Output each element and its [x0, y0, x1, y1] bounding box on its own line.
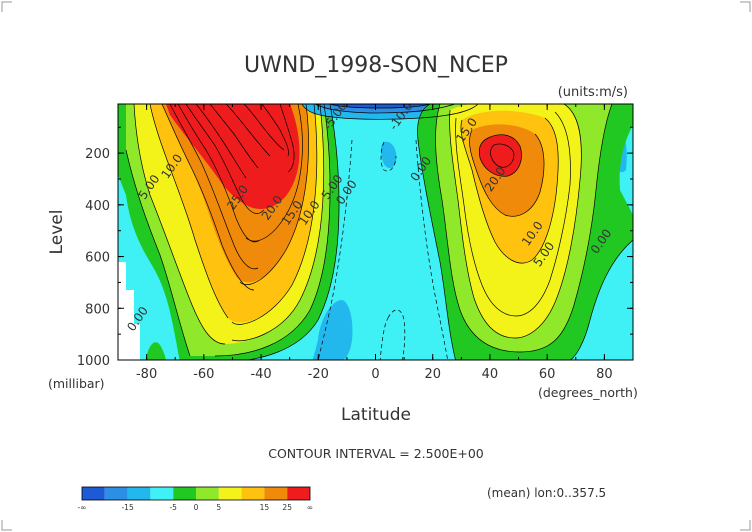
- x-tick-label: -60: [193, 367, 214, 382]
- x-units-label: (degrees_north): [538, 385, 638, 400]
- colorbar-swatch: [82, 487, 105, 500]
- colorbar-swatch: [104, 487, 128, 500]
- colorbar: -∞ -15 -5 0 5 15 25 ∞: [78, 486, 313, 512]
- colorbar-swatch: [218, 487, 242, 500]
- colorbar-swatch: [150, 487, 174, 500]
- x-tick-label: -40: [250, 367, 271, 382]
- colorbar-swatch: [241, 487, 265, 500]
- north-jet-band-25-plus: [479, 134, 522, 177]
- y-tick-label: 400: [85, 199, 110, 214]
- dashed-contours: [318, 139, 449, 360]
- y-axis-label: Level: [47, 210, 67, 255]
- x-axis-label: Latitude: [341, 405, 411, 425]
- x-tick-label: 80: [596, 367, 613, 382]
- colorbar-label: 25: [282, 503, 292, 512]
- colorbar-label: -15: [121, 503, 133, 512]
- colorbar-label: 5: [216, 503, 221, 512]
- easterly-band-neg15: [330, 104, 430, 108]
- colorbar-swatch: [264, 487, 288, 500]
- contour-interval-text: CONTOUR INTERVAL = 2.500E+00: [268, 446, 484, 461]
- y-units-label: (millibar): [48, 376, 105, 391]
- x-tick-label: -20: [308, 367, 329, 382]
- x-tick-label: 0: [371, 367, 379, 382]
- colorbar-label: -∞: [78, 503, 87, 512]
- colorbar-label: -5: [169, 503, 177, 512]
- colorbar-frame: [81, 486, 311, 501]
- colorbar-swatch: [173, 487, 196, 500]
- colorbar-swatch: [127, 487, 151, 500]
- colorbar-swatch: [287, 487, 310, 500]
- y-tick-label: 800: [85, 302, 110, 317]
- colorbar-label: 0: [194, 503, 199, 512]
- footer-text: (mean) lon:0..357.5: [487, 486, 606, 500]
- negative-patch-upper: [380, 141, 397, 168]
- colorbar-swatch: [196, 487, 219, 500]
- y-tick-label: 200: [85, 147, 110, 162]
- y-tick-label: 1000: [77, 354, 110, 369]
- units-label: (units:m/s): [558, 85, 628, 100]
- south-polar-green-foot: [146, 342, 166, 360]
- x-tick-label: -80: [136, 367, 157, 382]
- negative-patch-lower: [312, 300, 353, 360]
- chart-title: UWND_1998-SON_NCEP: [244, 53, 508, 78]
- colorbar-label: ∞: [307, 503, 313, 512]
- x-tick-label: 40: [482, 367, 499, 382]
- y-axis-ticks: 200 400 600 800 1000: [77, 126, 633, 369]
- x-axis-ticks: -80 -60 -40 -20 0 20 40 60 80: [117, 104, 634, 382]
- x-tick-label: 20: [424, 367, 441, 382]
- colorbar-label: 15: [260, 503, 270, 512]
- contour-field: -5.00 -10.0 15.010.05.00 25.0 20.015.010.05.…: [118, 104, 633, 360]
- contour-lines: [125, 104, 633, 360]
- y-tick-label: 600: [85, 251, 110, 266]
- missing-data-patch: [118, 262, 140, 360]
- x-tick-label: 60: [539, 367, 556, 382]
